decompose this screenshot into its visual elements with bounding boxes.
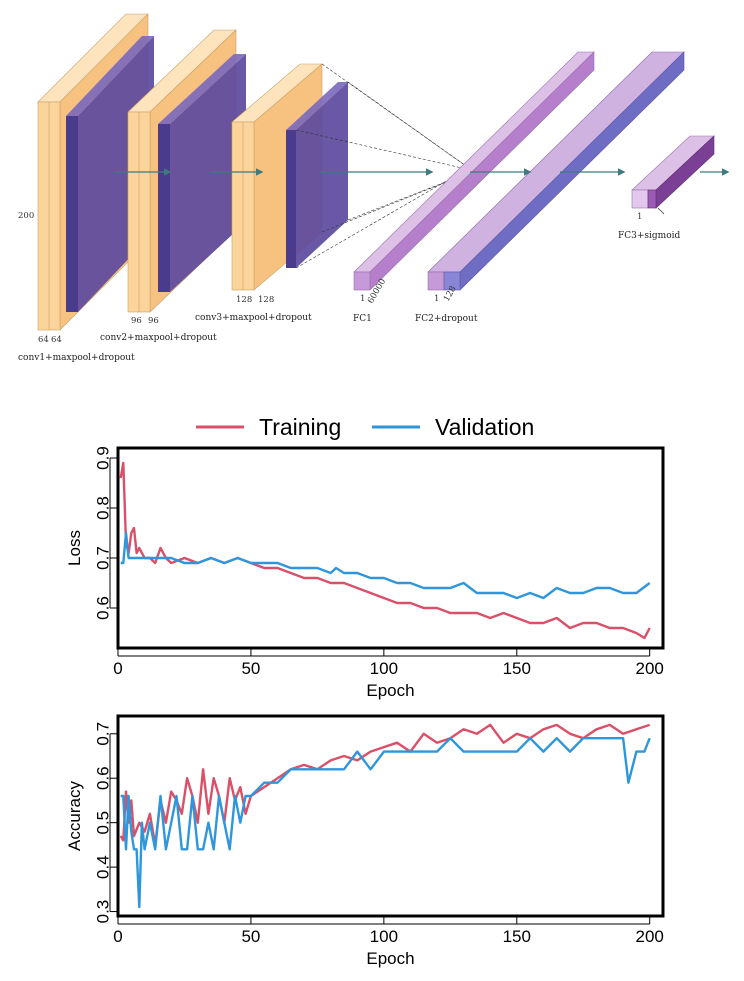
legend-validation-label: Validation bbox=[435, 414, 534, 440]
fc3-label: FC3+sigmoid bbox=[618, 231, 680, 241]
y-axis-label: Loss bbox=[65, 530, 84, 566]
x-axis-label: Epoch bbox=[366, 681, 414, 700]
x-tick-label: 0 bbox=[113, 927, 122, 946]
y-tick-label: 0.9 bbox=[93, 446, 112, 470]
conv3-dim-a: 128 bbox=[236, 295, 252, 305]
legend-training-label: Training bbox=[259, 414, 341, 440]
chart-legend: Training Validation bbox=[196, 414, 534, 440]
conv3-label: conv3+maxpool+dropout bbox=[195, 313, 312, 323]
y-tick-label: 0.7 bbox=[93, 722, 112, 746]
plot-frame bbox=[116, 446, 665, 650]
y-tick-label: 0.8 bbox=[93, 496, 112, 520]
fc1-block bbox=[353, 51, 595, 291]
y-tick-label: 0.5 bbox=[93, 811, 112, 835]
y-tick-label: 0.3 bbox=[93, 900, 112, 924]
x-tick-label: 0 bbox=[113, 659, 122, 678]
y-tick-label: 0.4 bbox=[93, 855, 112, 879]
fc1-label: FC1 bbox=[353, 314, 372, 324]
series-line-training bbox=[119, 723, 651, 847]
x-tick-label: 100 bbox=[370, 659, 398, 678]
cnn-architecture-diagram: 200 64 64 conv1+maxpool+dropout 96 96 co… bbox=[18, 13, 730, 363]
conv1-label: conv1+maxpool+dropout bbox=[18, 353, 135, 363]
projection-lines bbox=[295, 63, 467, 269]
conv2-label: conv2+maxpool+dropout bbox=[100, 333, 217, 343]
conv2-dim-a: 96 bbox=[131, 316, 142, 326]
series-line-validation bbox=[120, 737, 651, 909]
series-line-validation bbox=[120, 531, 651, 600]
loss-chart: 0 50 100 150 200 0.6 0.7 0.8 0.9 Epoch Loss bbox=[65, 446, 665, 700]
fc3-block bbox=[631, 135, 715, 215]
fc1-dim-a: 1 bbox=[360, 294, 365, 304]
x-tick-label: 50 bbox=[241, 927, 260, 946]
conv1-dim-height: 200 bbox=[18, 211, 34, 221]
conv1-dim-a: 64 bbox=[38, 335, 49, 345]
plot-frame bbox=[116, 714, 665, 918]
x-tick-label: 50 bbox=[241, 659, 260, 678]
y-axis-label: Accuracy bbox=[65, 781, 84, 851]
conv2-block bbox=[127, 29, 246, 313]
fc2-dim-a: 1 bbox=[434, 294, 439, 304]
x-tick-label: 150 bbox=[503, 927, 531, 946]
series-line-training bbox=[119, 461, 651, 640]
x-axis-label: Epoch bbox=[366, 949, 414, 968]
x-tick-label: 200 bbox=[636, 927, 664, 946]
y-tick-label: 0.7 bbox=[93, 546, 112, 570]
conv3-block bbox=[231, 63, 348, 291]
fc2-label: FC2+dropout bbox=[415, 314, 478, 324]
y-tick-label: 0.6 bbox=[93, 596, 112, 620]
x-tick-label: 150 bbox=[503, 659, 531, 678]
conv2-dim-b: 96 bbox=[148, 316, 159, 326]
x-tick-label: 100 bbox=[370, 927, 398, 946]
y-tick-label: 0.6 bbox=[93, 766, 112, 790]
conv1-dim-b: 64 bbox=[51, 335, 62, 345]
x-tick-label: 200 bbox=[636, 659, 664, 678]
accuracy-chart: 0 50 100 150 200 0.3 0.4 0.5 0.6 0.7 Epoch Accuracy bbox=[65, 714, 665, 968]
fc3-dim: 1 bbox=[637, 212, 642, 222]
fc2-block bbox=[427, 51, 685, 291]
conv3-dim-b: 128 bbox=[258, 295, 274, 305]
